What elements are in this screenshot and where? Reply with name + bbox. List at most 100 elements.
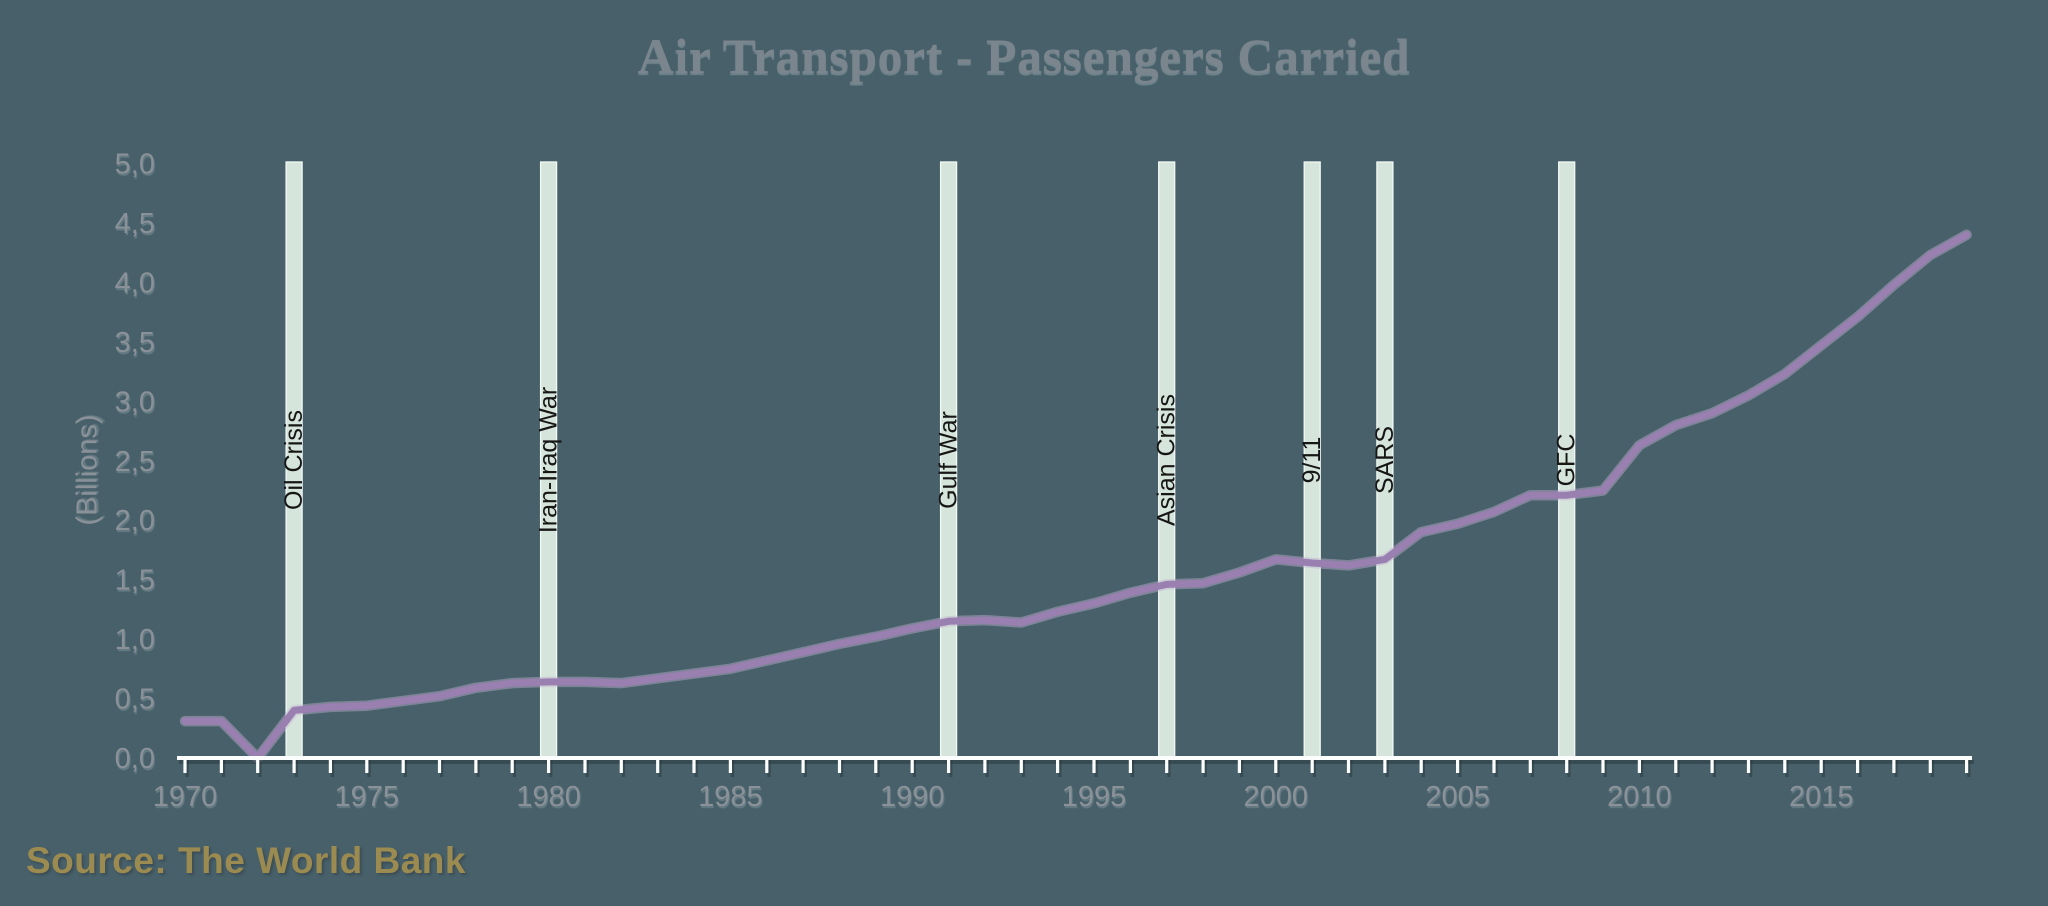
- y-tick-label: 2,5: [115, 446, 155, 478]
- x-tick: [1201, 756, 1205, 773]
- x-tick-shadow: [876, 760, 880, 777]
- x-tick: [1710, 756, 1714, 773]
- x-tick-shadow: [1385, 760, 1389, 777]
- x-tick: [1310, 756, 1314, 773]
- x-tick: [728, 756, 732, 773]
- x-tick: [328, 756, 332, 773]
- x-tick-shadow: [1458, 760, 1462, 777]
- x-tick-label: 2015: [1789, 781, 1854, 813]
- x-tick: [510, 756, 514, 773]
- x-tick-shadow: [1240, 760, 1244, 777]
- event-label: Gulf War: [935, 411, 963, 509]
- x-tick-shadow: [1421, 760, 1425, 777]
- x-tick-shadow: [767, 760, 771, 777]
- x-tick-shadow: [803, 760, 807, 777]
- x-tick-shadow: [658, 760, 662, 777]
- x-tick: [1856, 756, 1860, 773]
- x-tick: [910, 756, 914, 773]
- x-tick: [1019, 756, 1023, 773]
- event-label: 9/11: [1298, 437, 1326, 484]
- x-tick: [619, 756, 623, 773]
- x-tick: [1092, 756, 1096, 773]
- x-tick: [583, 756, 587, 773]
- x-tick-label: 1975: [335, 781, 400, 813]
- x-tick-shadow: [512, 760, 516, 777]
- x-tick-shadow: [1930, 760, 1935, 777]
- page-title: Air Transport - Passengers Carried: [637, 28, 1411, 84]
- x-tick-shadow: [1676, 760, 1680, 777]
- x-tick-shadow: [1967, 760, 1971, 777]
- y-tick-label: 4,5: [115, 208, 155, 240]
- x-tick: [1637, 756, 1641, 773]
- x-tick: [765, 756, 769, 773]
- x-tick-shadow: [1821, 760, 1825, 777]
- x-tick: [1274, 756, 1278, 773]
- source-note: Source: The World Bank: [26, 840, 466, 881]
- x-tick: [1528, 756, 1532, 773]
- x-tick-shadow: [294, 760, 298, 777]
- x-tick-shadow: [1094, 760, 1098, 777]
- x-tick: [1492, 756, 1496, 773]
- event-label: Oil Crisis: [280, 410, 308, 510]
- x-tick-shadow: [1312, 760, 1316, 777]
- x-tick: [1456, 756, 1460, 773]
- x-tick: [1165, 756, 1169, 773]
- x-tick-shadow: [1603, 760, 1607, 777]
- x-tick-label: 2000: [1244, 781, 1309, 813]
- series-line: [181, 231, 1971, 762]
- y-tick-label: 3,5: [115, 327, 155, 359]
- x-tick-shadow: [1021, 760, 1026, 777]
- event-label: Asian Crisis: [1153, 394, 1181, 526]
- x-tick: [547, 756, 551, 773]
- x-tick: [1346, 756, 1351, 773]
- x-tick-shadow: [1640, 760, 1644, 777]
- x-tick-shadow: [1530, 760, 1535, 777]
- y-tick-label: 1,5: [115, 565, 155, 597]
- x-tick-shadow: [621, 760, 626, 777]
- series-line-halo: [179, 229, 1972, 764]
- x-tick-shadow: [1858, 760, 1862, 777]
- x-tick: [947, 756, 951, 773]
- y-tick-label: 1,0: [115, 624, 155, 656]
- x-tick: [692, 756, 696, 773]
- y-tick-label: 2,0: [115, 505, 155, 537]
- x-tick: [1128, 756, 1132, 773]
- x-tick-shadow: [731, 760, 735, 777]
- x-tick-shadow: [840, 760, 844, 777]
- x-tick: [1601, 756, 1605, 773]
- x-tick: [1419, 756, 1423, 773]
- x-tick: [656, 756, 660, 773]
- x-tick-shadow: [440, 760, 444, 777]
- x-tick: [1783, 756, 1787, 773]
- x-tick-shadow: [694, 760, 698, 777]
- event-label: SARS: [1371, 426, 1399, 494]
- x-tick-shadow: [1785, 760, 1789, 777]
- x-tick-shadow: [1712, 760, 1716, 777]
- x-tick: [1892, 756, 1896, 773]
- x-tick: [183, 756, 187, 773]
- x-tick: [983, 756, 987, 773]
- x-tick: [1565, 756, 1569, 773]
- x-tick-shadow: [1058, 760, 1062, 777]
- x-tick-shadow: [476, 760, 480, 777]
- x-tick-shadow: [1567, 760, 1571, 777]
- y-tick-label: 5,0: [115, 149, 155, 181]
- x-tick-label: 1995: [1062, 781, 1127, 813]
- x-axis-shadow: [179, 760, 1974, 764]
- x-tick: [474, 756, 478, 773]
- y-tick-label: 3,0: [115, 386, 155, 418]
- y-tick-label: 4,0: [115, 267, 155, 299]
- x-axis-line: [177, 756, 1972, 760]
- x-tick: [874, 756, 878, 773]
- x-tick-shadow: [549, 760, 553, 777]
- x-tick-shadow: [258, 760, 262, 777]
- x-tick-label: 1980: [516, 781, 581, 813]
- x-tick: [1237, 756, 1241, 773]
- event-label: GFC: [1553, 434, 1581, 487]
- x-tick-shadow: [1276, 760, 1280, 777]
- x-tick: [1965, 756, 1969, 773]
- x-tick-shadow: [222, 760, 226, 777]
- x-tick: [1383, 756, 1387, 773]
